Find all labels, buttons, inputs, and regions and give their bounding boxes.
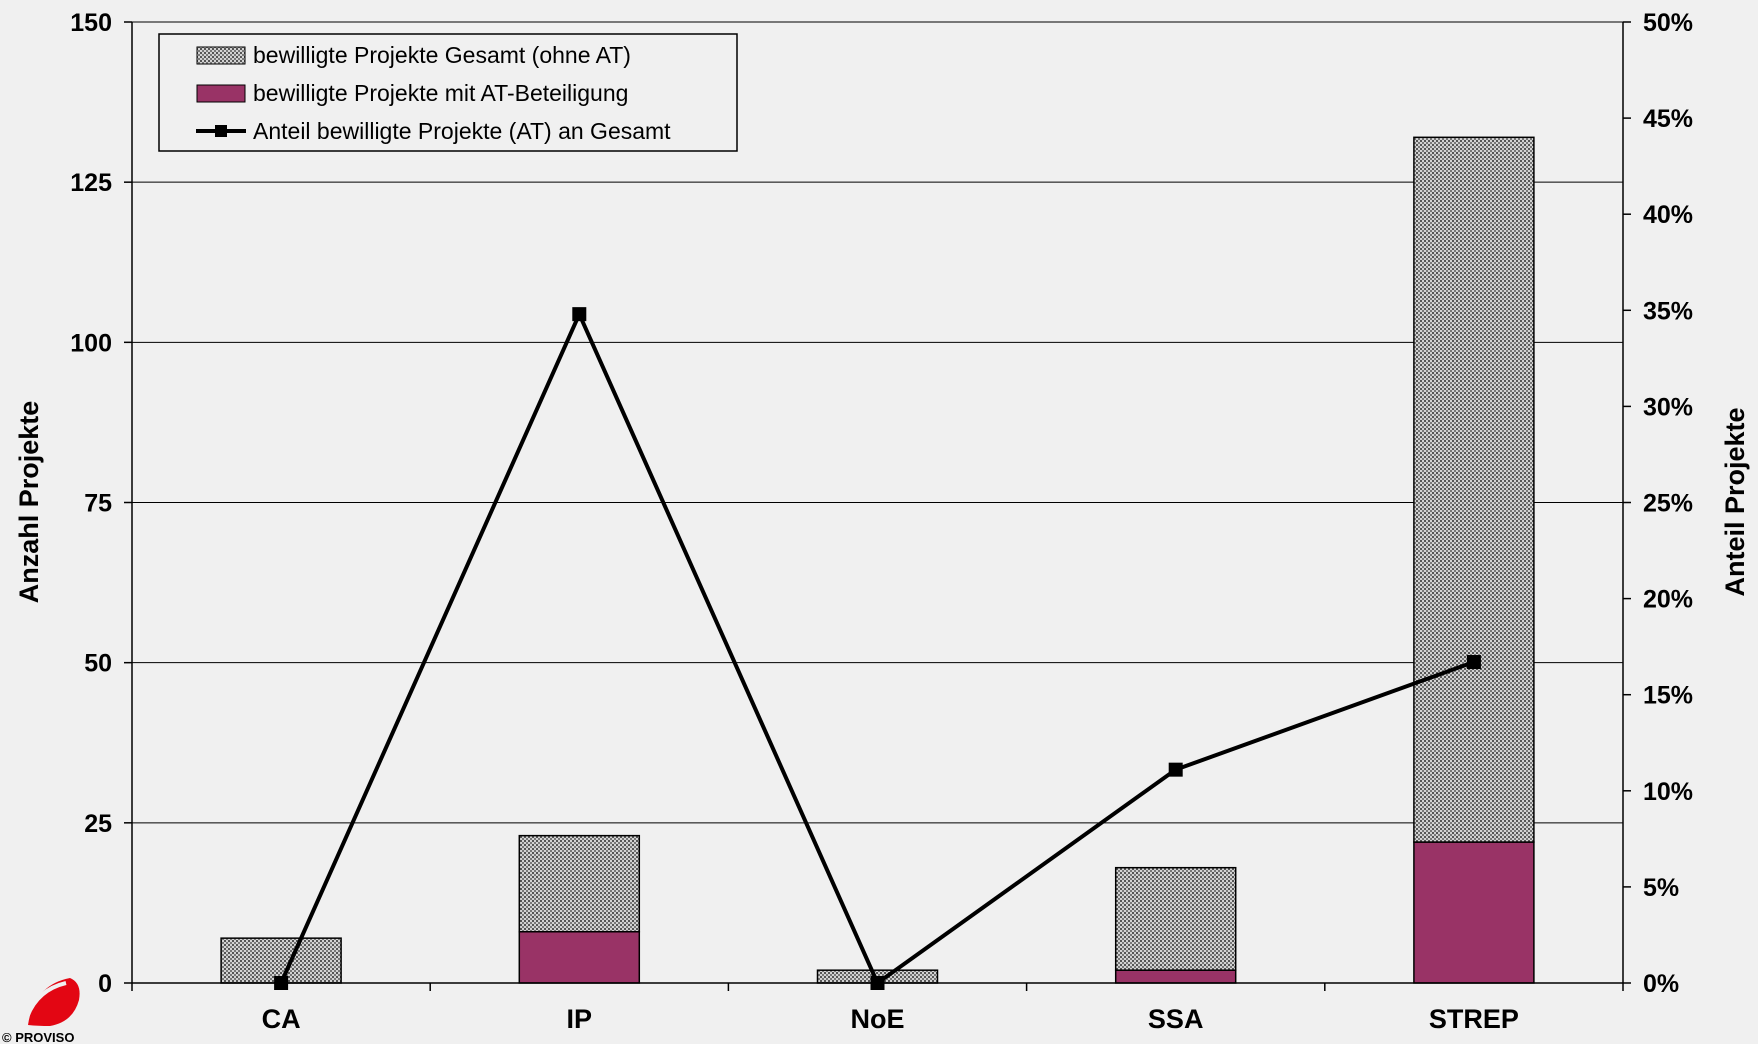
y2-tick-label: 50%: [1643, 9, 1693, 37]
y-tick-label: 150: [70, 9, 112, 37]
x-tick-label: CA: [262, 1004, 301, 1034]
y2-tick-label: 5%: [1643, 874, 1679, 902]
y2-tick-label: 40%: [1643, 201, 1693, 229]
legend-swatch-share-marker: [215, 125, 227, 137]
axes: [124, 21, 1631, 991]
legend-swatch-total: [196, 46, 246, 65]
logo-text: © PROVISO: [2, 1030, 74, 1044]
y2-tick-label: 35%: [1643, 297, 1693, 325]
share-point-strep: [1466, 655, 1481, 670]
legend-label-total: bewilligte Projekte Gesamt (ohne AT): [253, 42, 631, 68]
bar-total-ssa: [1114, 866, 1237, 971]
share-line: [274, 307, 1481, 990]
y-tick-label: 50: [84, 650, 112, 678]
x-tick-label: NoE: [851, 1004, 905, 1034]
y-tick-label: 125: [70, 169, 112, 197]
y2-tick-label: 25%: [1643, 490, 1693, 518]
share-point-ip: [572, 307, 587, 322]
share-line-path: [279, 309, 1475, 987]
x-tick-label: STREP: [1429, 1004, 1519, 1034]
gridlines: [132, 21, 1623, 824]
share-point-ca: [274, 976, 289, 990]
proviso-logo-icon: [28, 978, 80, 1026]
y-tick-label: 75: [84, 490, 112, 518]
y2-axis-title: Anteil Projekte: [1720, 407, 1750, 596]
legend: bewilligte Projekte Gesamt (ohne AT) bew…: [158, 33, 738, 152]
proviso-logo-swoosh: [24, 981, 67, 1021]
y2-tick-label: 45%: [1643, 105, 1693, 133]
legend-label-at: bewilligte Projekte mit AT-Beteiligung: [253, 80, 628, 106]
y2-tick-label: 30%: [1643, 393, 1693, 421]
bar-at-ip: [518, 930, 641, 984]
bar-at-ssa: [1114, 969, 1237, 984]
x-tick-label: SSA: [1148, 1004, 1204, 1034]
bar-total-ip: [518, 834, 641, 933]
y-axis-title: Anzahl Projekte: [14, 401, 44, 604]
legend-box: [158, 33, 738, 152]
x-tick-label: IP: [567, 1004, 593, 1034]
y2-tick-label: 10%: [1643, 778, 1693, 806]
y2-tick-label: 0%: [1643, 970, 1679, 998]
bar-total-strep: [1413, 136, 1535, 843]
bars: [220, 136, 1535, 984]
legend-swatch-at: [196, 84, 246, 103]
y-tick-label: 0: [98, 970, 112, 998]
y-tick-label: 25: [84, 810, 112, 838]
share-point-ssa: [1168, 762, 1183, 777]
y2-tick-label: 15%: [1643, 682, 1693, 710]
share-point-noe: [870, 976, 885, 990]
y-tick-label: 100: [70, 329, 112, 357]
y2-tick-label: 20%: [1643, 586, 1693, 614]
bar-at-strep: [1413, 841, 1535, 984]
proviso-logo: © PROVISO: [2, 978, 80, 1044]
legend-label-share: Anteil bewilligte Projekte (AT) an Gesam…: [253, 118, 671, 144]
tick-labels: 0 25 50 75 100 125 150 0% 5% 10% 15% 20% 25% 30% 35% 40…: [70, 9, 1693, 1034]
